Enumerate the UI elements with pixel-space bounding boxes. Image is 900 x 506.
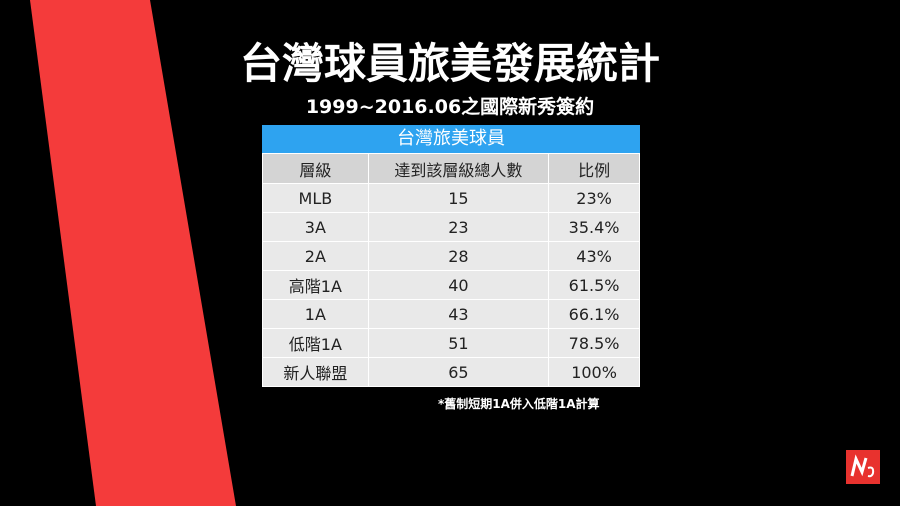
table-cell: MLB	[262, 183, 369, 213]
logo	[846, 450, 880, 484]
table-cell: 65	[367, 357, 550, 387]
table-cell: 15	[367, 183, 550, 213]
table-cell: 78.5%	[548, 328, 640, 358]
table-cell: 低階1A	[262, 328, 369, 358]
table-cell: 23%	[548, 183, 640, 213]
table-row: 2A 28 43%	[262, 241, 640, 271]
table-body: MLB 15 23% 3A 23 35.4% 2A 28 43% 高階1A 40 61.5% 1A 43 6…	[262, 183, 640, 387]
table-cell: 35.4%	[548, 212, 640, 242]
table-cell: 3A	[262, 212, 369, 242]
table-row: 1A 43 66.1%	[262, 299, 640, 329]
table-cell: 1A	[262, 299, 369, 329]
title: 台灣球員旅美發展統計	[239, 39, 660, 88]
column-header: 層級	[262, 153, 369, 184]
table-cell: 61.5%	[548, 270, 640, 300]
table-row: 低階1A 51 78.5%	[262, 328, 640, 358]
table-cell: 66.1%	[548, 299, 640, 329]
table-caption: 台灣旅美球員	[262, 125, 640, 153]
column-header: 達到該層級總人數	[367, 153, 550, 184]
header-row: 層級 達到該層級總人數 比例	[262, 153, 640, 184]
table-row: 新人聯盟 65 100%	[262, 357, 640, 387]
table-cell: 2A	[262, 241, 369, 271]
table-cell: 43	[367, 299, 550, 329]
table-cell: 51	[367, 328, 550, 358]
table-cell: 28	[367, 241, 550, 271]
column-header: 比例	[548, 153, 640, 184]
table-cell: 23	[367, 212, 550, 242]
table-cell: 新人聯盟	[262, 357, 369, 387]
table-cell: 100%	[548, 357, 640, 387]
footnote: *舊制短期1A併入低階1A計算	[438, 397, 600, 411]
table-cell: 高階1A	[262, 270, 369, 300]
stats-table: 台灣旅美球員 層級 達到該層級總人數 比例 MLB 15 23% 3A 23 35.4% 2A 2…	[262, 125, 640, 387]
table-cell: 40	[367, 270, 550, 300]
table-cell: 43%	[548, 241, 640, 271]
table-row: MLB 15 23%	[262, 183, 640, 213]
subtitle: 1999~2016.06之國際新秀簽約	[305, 96, 595, 118]
table-row: 3A 23 35.4%	[262, 212, 640, 242]
table-row: 高階1A 40 61.5%	[262, 270, 640, 300]
